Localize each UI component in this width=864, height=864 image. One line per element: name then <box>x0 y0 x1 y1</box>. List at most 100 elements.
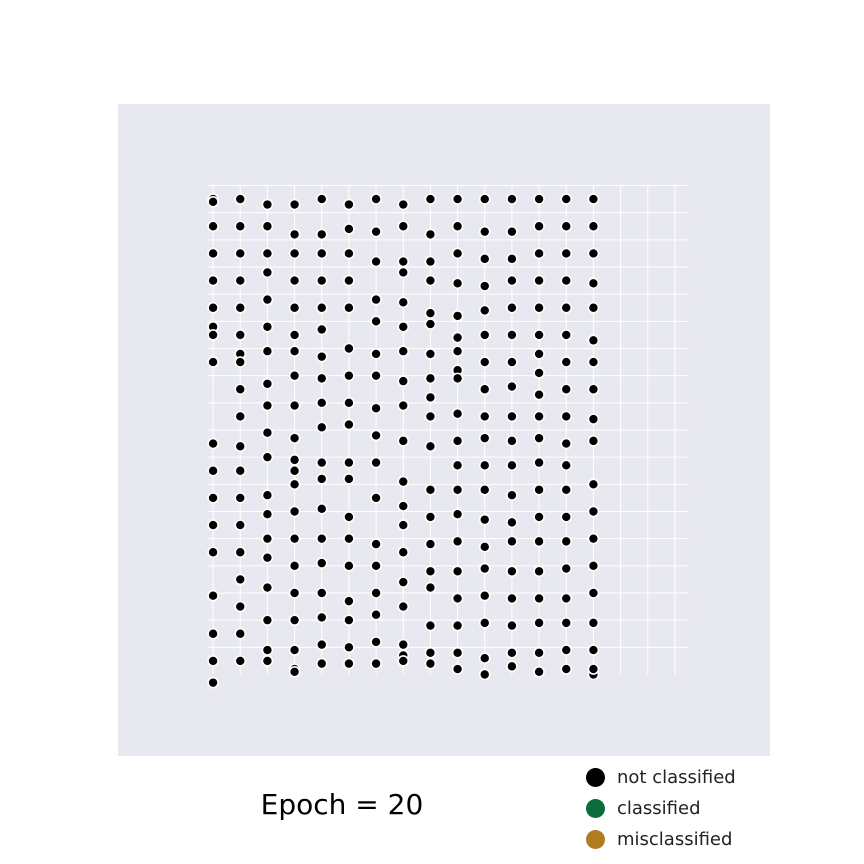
data-point <box>262 401 272 411</box>
data-point <box>480 542 490 552</box>
data-point <box>262 490 272 500</box>
data-point <box>371 316 381 326</box>
data-point <box>262 583 272 593</box>
data-point <box>425 308 435 318</box>
data-point <box>398 602 408 612</box>
data-point <box>588 561 598 571</box>
data-point <box>453 194 463 204</box>
data-point <box>507 254 517 264</box>
data-point <box>561 664 571 674</box>
data-point <box>534 618 544 628</box>
data-point <box>480 357 490 367</box>
data-point <box>398 547 408 557</box>
data-point <box>290 615 300 625</box>
data-point <box>561 357 571 367</box>
data-point <box>344 642 354 652</box>
data-point <box>398 376 408 386</box>
data-point <box>534 566 544 576</box>
data-point <box>534 390 544 400</box>
data-point <box>344 200 354 210</box>
data-point <box>208 656 218 666</box>
data-point <box>290 455 300 465</box>
data-point <box>317 504 327 514</box>
data-point <box>507 661 517 671</box>
data-point <box>344 615 354 625</box>
data-point <box>561 593 571 603</box>
data-point <box>588 384 598 394</box>
data-point <box>371 610 381 620</box>
data-point <box>453 621 463 631</box>
data-point <box>561 645 571 655</box>
data-point <box>317 229 327 239</box>
data-point <box>398 520 408 530</box>
data-point <box>235 384 245 394</box>
data-point <box>344 659 354 669</box>
data-point <box>534 667 544 677</box>
data-point <box>588 507 598 517</box>
data-point <box>453 566 463 576</box>
data-point <box>534 512 544 522</box>
legend-item-classified: classified <box>586 793 736 824</box>
data-point <box>290 507 300 517</box>
data-point <box>480 653 490 663</box>
data-point <box>561 460 571 470</box>
data-point <box>371 659 381 669</box>
data-point <box>398 346 408 356</box>
data-point <box>480 384 490 394</box>
data-point <box>262 452 272 462</box>
data-point <box>235 466 245 476</box>
data-point <box>398 267 408 277</box>
data-point <box>507 303 517 313</box>
data-point <box>371 637 381 647</box>
data-point <box>425 566 435 576</box>
data-point <box>534 458 544 468</box>
data-point <box>317 659 327 669</box>
legend-label-misclassified: misclassified <box>617 829 732 850</box>
data-point <box>425 411 435 421</box>
data-point <box>208 466 218 476</box>
data-point <box>262 200 272 210</box>
data-point <box>425 621 435 631</box>
data-point <box>398 477 408 487</box>
data-point <box>208 520 218 530</box>
data-point <box>208 591 218 601</box>
data-point <box>453 664 463 674</box>
data-point <box>317 276 327 286</box>
data-point <box>480 330 490 340</box>
data-point <box>208 678 218 688</box>
data-point <box>398 322 408 332</box>
data-point <box>290 248 300 258</box>
data-point <box>561 248 571 258</box>
data-point <box>480 254 490 264</box>
data-point <box>561 439 571 449</box>
data-point <box>507 436 517 446</box>
data-point <box>290 534 300 544</box>
data-point <box>561 221 571 231</box>
data-point <box>262 428 272 438</box>
data-point <box>235 441 245 451</box>
data-point <box>317 612 327 622</box>
data-point <box>453 311 463 321</box>
data-point <box>290 433 300 443</box>
data-point <box>453 278 463 288</box>
data-point <box>317 324 327 334</box>
data-point <box>398 221 408 231</box>
data-point <box>480 564 490 574</box>
data-point <box>480 281 490 291</box>
data-point <box>344 420 354 430</box>
data-point <box>290 276 300 286</box>
data-point <box>425 373 435 383</box>
legend: not classified classified misclassified <box>586 762 736 855</box>
data-point <box>290 371 300 381</box>
data-point <box>588 248 598 258</box>
data-point <box>262 267 272 277</box>
legend-marker-misclassified <box>586 830 605 849</box>
data-point <box>425 276 435 286</box>
data-point <box>453 536 463 546</box>
data-point <box>480 305 490 315</box>
data-point <box>290 330 300 340</box>
data-point <box>371 539 381 549</box>
data-point <box>480 433 490 443</box>
data-point <box>534 276 544 286</box>
